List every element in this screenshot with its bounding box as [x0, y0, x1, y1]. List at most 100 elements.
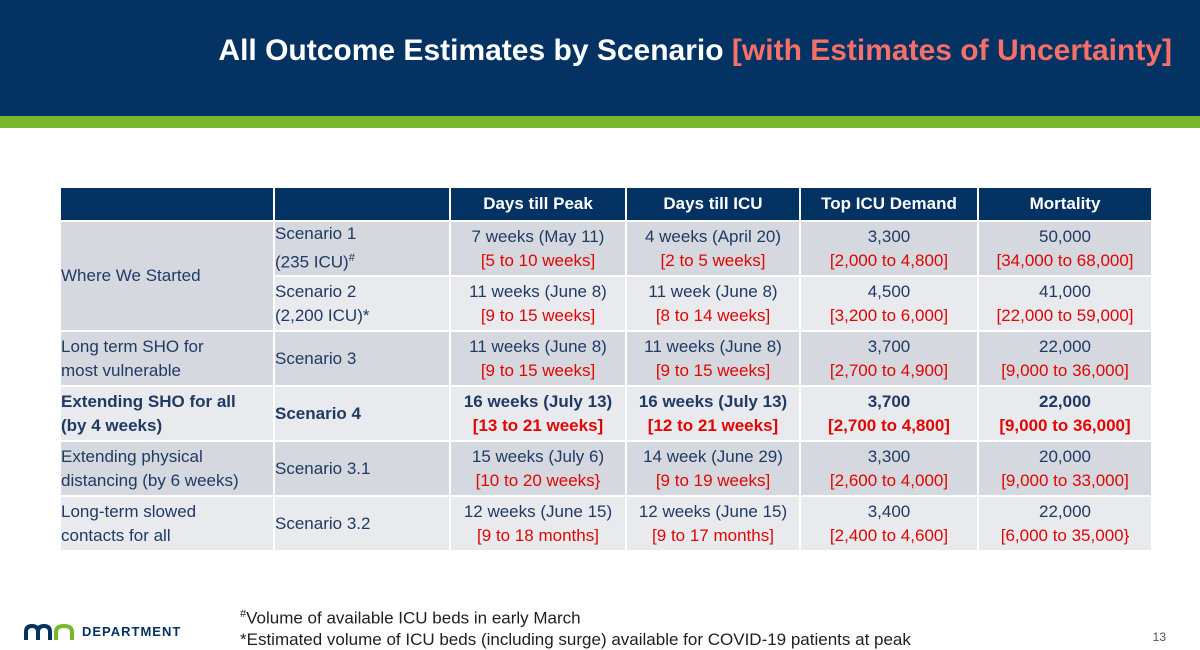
table-row-scenario-1: Where We Started Scenario 1 (235 ICU)# 7…: [59, 220, 1153, 332]
row-label-line: distancing (by 6 weeks): [61, 470, 239, 490]
peak-value: 16 weeks (July 13): [463, 391, 613, 411]
mortality-range: [6,000 to 35,000}: [1000, 525, 1130, 545]
scenario-cell: Scenario 4: [273, 385, 451, 442]
demand-range: [2,400 to 4,600]: [829, 525, 949, 545]
mortality-range: [9,000 to 36,000]: [1001, 360, 1129, 380]
row-label: Long term SHO for most vulnerable: [59, 330, 275, 387]
footnote-icu-volume: #Volume of available ICU beds in early M…: [240, 608, 581, 629]
row-label-line: Extending SHO for all: [61, 391, 236, 411]
icu-value: 16 weeks (July 13): [638, 391, 788, 411]
mortality-cell: 41,000 [22,000 to 59,000]: [977, 275, 1153, 332]
footnote-mark: #: [348, 252, 355, 265]
mortality-cell: 50,000 [34,000 to 68,000]: [977, 220, 1153, 277]
icu-cell: 16 weeks (July 13) [12 to 21 weeks]: [625, 385, 801, 442]
table-row-scenario-3-2: Long-term slowed contacts for all Scenari…: [59, 495, 1153, 552]
icu-value: 4 weeks (April 20): [644, 226, 782, 246]
icu-value: 11 week (June 8): [648, 281, 778, 301]
mortality-range: [34,000 to 68,000]: [996, 250, 1134, 270]
mortality-cell: 22,000 [9,000 to 36,000]: [977, 330, 1153, 387]
peak-range: [13 to 21 weeks]: [472, 415, 604, 435]
icu-cell: 12 weeks (June 15) [9 to 17 months]: [625, 495, 801, 552]
peak-range: [9 to 18 months]: [477, 525, 599, 545]
scenario-cell: Scenario 1 (235 ICU)#: [273, 220, 451, 277]
icu-cell: 14 week (June 29) [9 to 19 weeks]: [625, 440, 801, 497]
peak-cell: 11 weeks (June 8) [9 to 15 weeks]: [449, 330, 627, 387]
row-label-line: Long term SHO for: [61, 336, 204, 356]
peak-value: 12 weeks (June 15): [463, 501, 613, 521]
peak-value: 7 weeks (May 11): [471, 226, 605, 246]
header-cell-empty: [273, 186, 451, 222]
accent-bar: [0, 116, 1200, 128]
demand-range: [2,000 to 4,800]: [829, 250, 949, 270]
peak-cell: 12 weeks (June 15) [9 to 18 months]: [449, 495, 627, 552]
scenario-cell: Scenario 3.2: [273, 495, 451, 552]
mortality-range: [22,000 to 59,000]: [996, 305, 1134, 325]
mortality-value: 22,000: [1039, 336, 1091, 356]
demand-range: [2,600 to 4,000]: [829, 470, 949, 490]
icu-value: 11 weeks (June 8): [644, 336, 782, 356]
scenario-detail: (2,200 ICU)*: [275, 305, 370, 325]
icu-cell: 4 weeks (April 20) [2 to 5 weeks]: [625, 220, 801, 277]
demand-range: [3,200 to 6,000]: [829, 305, 949, 325]
department-logo-text: DEPARTMENT: [82, 624, 182, 639]
demand-cell: 3,400 [2,400 to 4,600]: [799, 495, 979, 552]
header-mortality: Mortality: [977, 186, 1153, 222]
footnote-surge-volume: *Estimated volume of ICU beds (including…: [240, 630, 911, 649]
table-row-scenario-2: Scenario 2 (2,200 ICU)* 11 weeks (June 8…: [60, 275, 1153, 332]
demand-value: 3,400: [867, 501, 911, 521]
peak-range: [9 to 15 weeks]: [480, 305, 596, 325]
icu-range: [9 to 19 weeks]: [655, 470, 771, 490]
row-group-label: Where We Started: [59, 220, 275, 332]
mortality-range: [9,000 to 33,000]: [1001, 470, 1129, 490]
demand-cell: 3,300 [2,000 to 4,800]: [799, 220, 979, 277]
scenario-detail: (235 ICU): [275, 252, 349, 272]
slide-title: All Outcome Estimates by Scenario [with …: [218, 34, 1172, 68]
demand-value: 3,300: [867, 446, 911, 466]
mortality-value: 20,000: [1039, 446, 1091, 466]
icu-value: 14 week (June 29): [643, 446, 783, 466]
demand-value: 3,700: [867, 391, 911, 411]
peak-cell: 15 weeks (July 6) [10 to 20 weeks}: [449, 440, 627, 497]
scenario-cell: Scenario 3: [273, 330, 451, 387]
peak-range: [9 to 15 weeks]: [480, 360, 596, 380]
peak-value: 11 weeks (June 8): [469, 281, 607, 301]
header-days-till-peak: Days till Peak: [449, 186, 627, 222]
header-top-icu-demand: Top ICU Demand: [799, 186, 979, 222]
scenario-name: Scenario 1: [275, 224, 357, 244]
icu-range: [8 to 14 weeks]: [655, 305, 771, 325]
table-row-scenario-3: Long term SHO for most vulnerable Scenari…: [59, 330, 1153, 387]
row-label-line: (by 4 weeks): [61, 415, 163, 435]
scenario-cell: Scenario 3.1: [273, 440, 451, 497]
title-banner: All Outcome Estimates by Scenario [with …: [0, 0, 1200, 116]
icu-value: 12 weeks (June 15): [638, 501, 788, 521]
mortality-value: 22,000: [1039, 391, 1091, 411]
mortality-value: 50,000: [1039, 226, 1091, 246]
footnote-mark: #: [240, 608, 247, 620]
row-label-line: Extending physical: [61, 446, 203, 466]
peak-cell: 11 weeks (June 8) [9 to 15 weeks]: [449, 275, 627, 332]
title-accent: [with Estimates of Uncertainty]: [731, 34, 1172, 67]
row-label: Extending physical distancing (by 6 weeks…: [59, 440, 275, 497]
mortality-range: [9,000 to 36,000]: [999, 415, 1131, 435]
peak-value: 15 weeks (July 6): [471, 446, 605, 466]
page-number: 13: [1152, 630, 1166, 644]
peak-cell: 7 weeks (May 11) [5 to 10 weeks]: [449, 220, 627, 277]
table-header-row: Days till Peak Days till ICU Top ICU Dem…: [59, 186, 1153, 222]
row-label: Long-term slowed contacts for all: [59, 495, 275, 552]
title-main: All Outcome Estimates by Scenario: [218, 34, 724, 67]
header-days-till-icu: Days till ICU: [625, 186, 801, 222]
demand-cell: 4,500 [3,200 to 6,000]: [799, 275, 979, 332]
demand-cell: 3,700 [2,700 to 4,800]: [799, 385, 979, 442]
outcome-estimates-table: Days till Peak Days till ICU Top ICU Dem…: [59, 186, 1153, 552]
peak-range: [5 to 10 weeks]: [480, 250, 596, 270]
table-row-scenario-3-1: Extending physical distancing (by 6 weeks…: [59, 440, 1153, 497]
header-cell-empty: [59, 186, 275, 222]
mortality-cell: 22,000 [6,000 to 35,000}: [977, 495, 1153, 552]
mortality-cell: 22,000 [9,000 to 36,000]: [977, 385, 1153, 442]
demand-range: [2,700 to 4,900]: [829, 360, 949, 380]
scenario-cell: Scenario 2 (2,200 ICU)*: [273, 275, 451, 332]
scenario-name: Scenario 2: [275, 281, 357, 301]
demand-value: 4,500: [867, 281, 911, 301]
demand-cell: 3,700 [2,700 to 4,900]: [799, 330, 979, 387]
footnote-text: Volume of available ICU beds in early Ma…: [246, 608, 581, 628]
